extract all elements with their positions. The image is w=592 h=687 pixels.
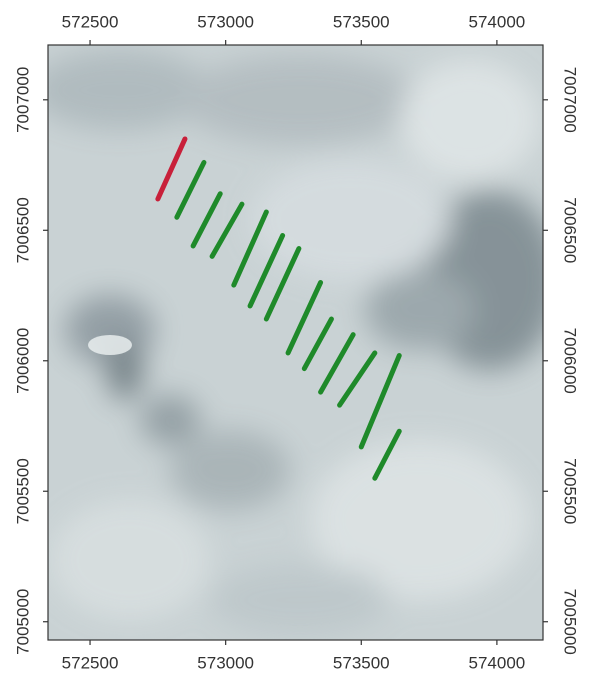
y-tick-label: 7005000: [13, 589, 32, 655]
y-tick-label: 7007000: [561, 67, 580, 133]
y-tick-label: 7006500: [561, 197, 580, 263]
y-tick-label: 7006000: [561, 328, 580, 394]
x-tick-label: 573500: [333, 653, 390, 672]
y-tick-label: 7005000: [561, 589, 580, 655]
x-tick-label: 572500: [62, 653, 119, 672]
y-tick-label: 7005500: [561, 458, 580, 524]
y-tick-label: 7005500: [13, 458, 32, 524]
x-tick-label: 573500: [333, 12, 390, 31]
y-tick-label: 7006000: [13, 328, 32, 394]
map: 572500 572500 573000 573000 573500 573500 5740…: [0, 0, 592, 687]
y-tick-label: 7007000: [13, 67, 32, 133]
x-tick-label: 574000: [469, 653, 526, 672]
x-tick-label: 574000: [469, 12, 526, 31]
x-tick-label: 573000: [197, 12, 254, 31]
y-tick-label: 7006500: [13, 197, 32, 263]
x-tick-label: 573000: [197, 653, 254, 672]
x-tick-label: 572500: [62, 12, 119, 31]
